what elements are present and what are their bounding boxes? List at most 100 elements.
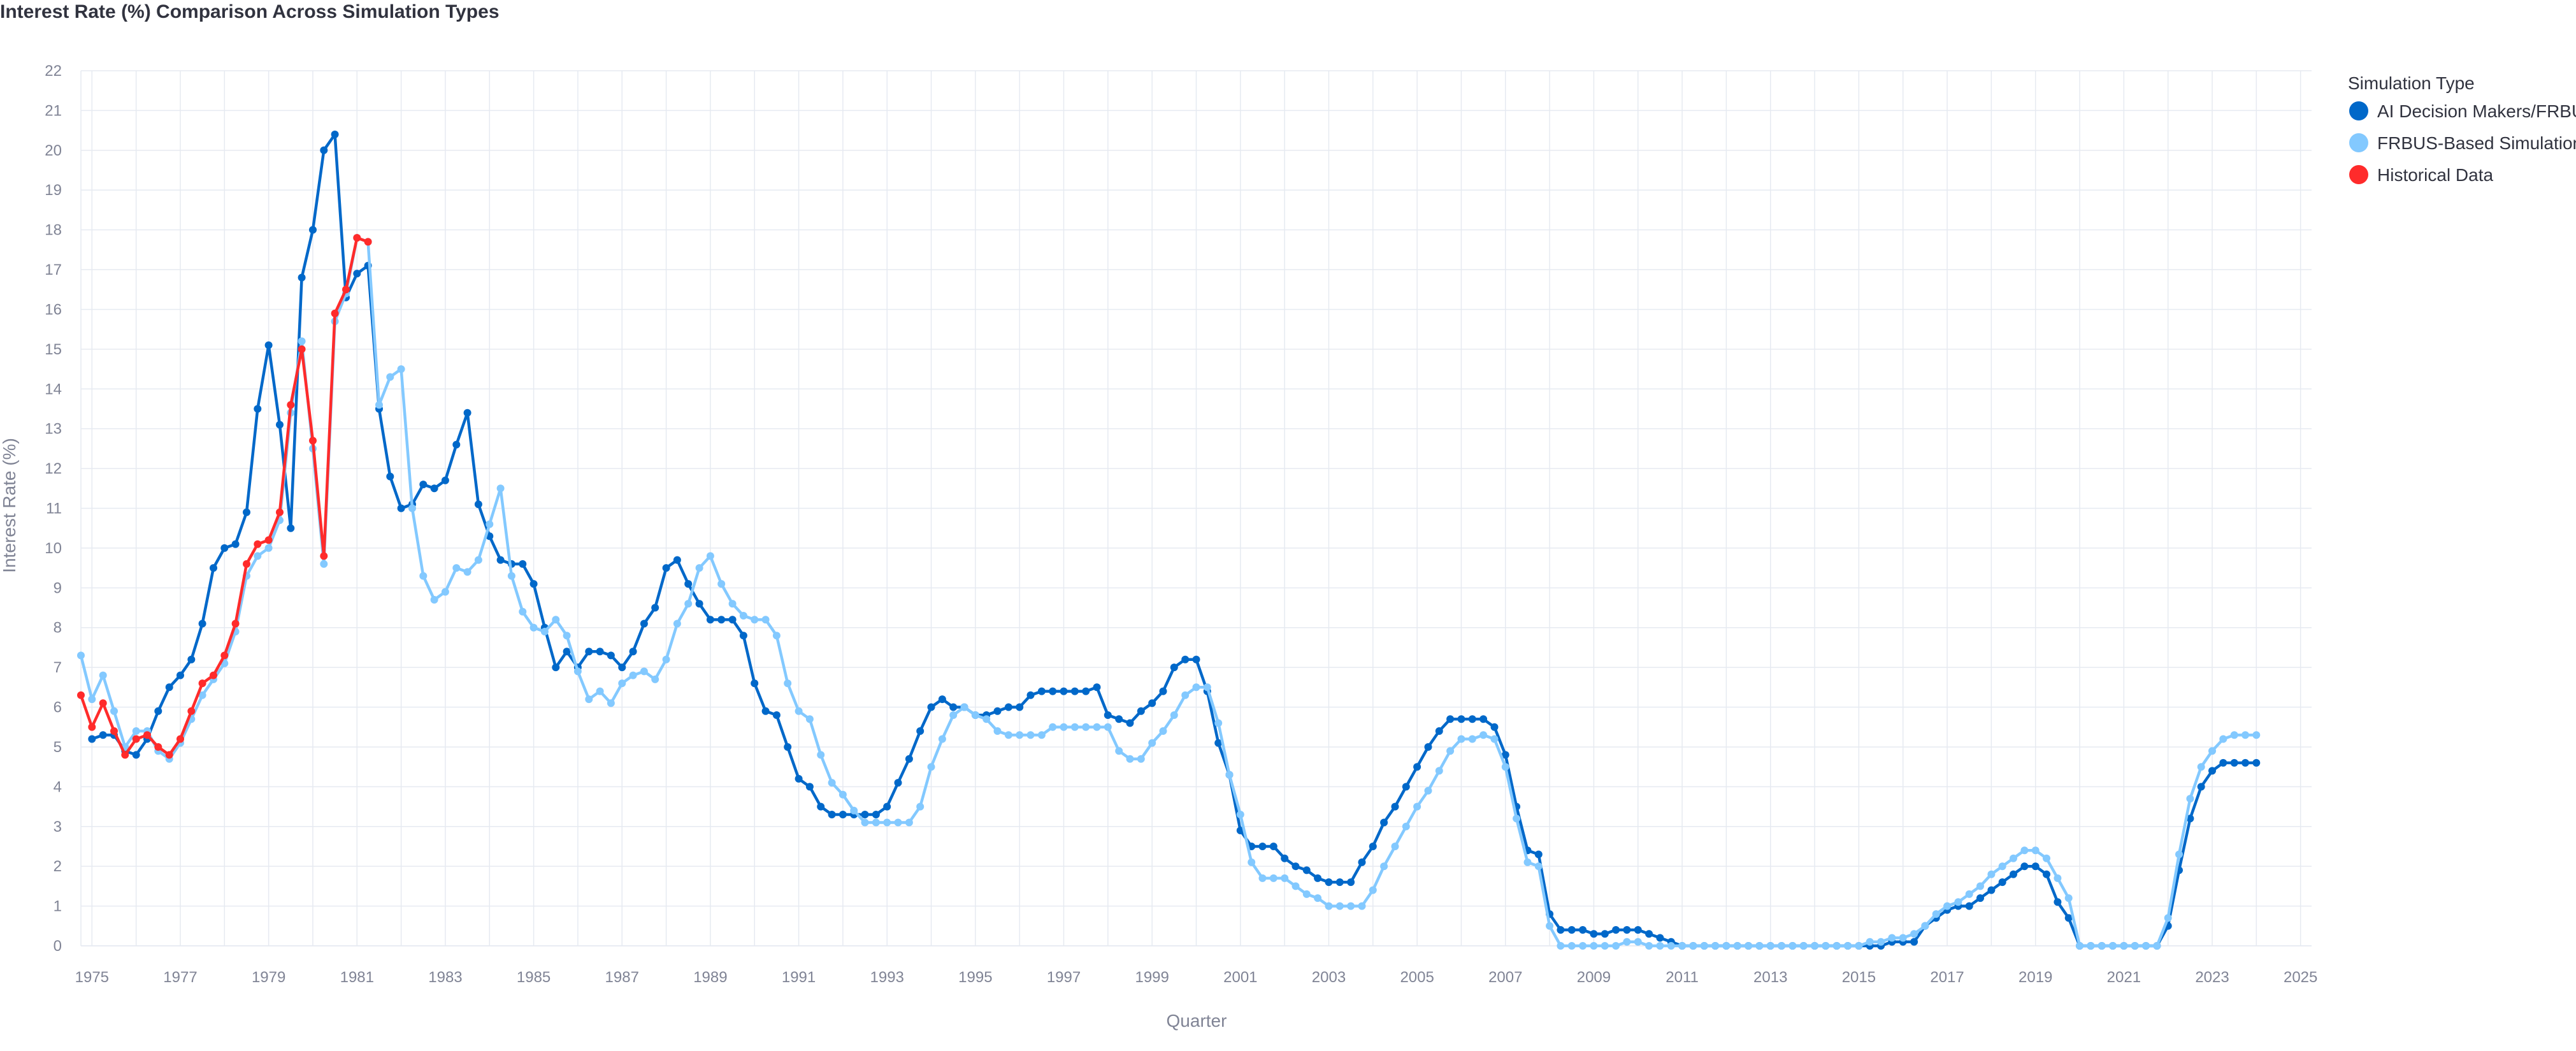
x-tick-label: 1985	[517, 969, 550, 986]
data-point	[1148, 739, 1156, 747]
data-point	[154, 707, 162, 715]
data-point	[1855, 942, 1863, 950]
data-point	[1137, 755, 1145, 763]
data-point	[784, 743, 792, 751]
data-point	[264, 536, 273, 544]
y-tick-label: 5	[54, 739, 62, 756]
legend-item[interactable]: AI Decision Makers/FRBUS	[2349, 101, 2576, 121]
data-point	[861, 811, 869, 818]
data-point	[828, 811, 836, 818]
data-point	[618, 663, 626, 672]
data-point	[1457, 735, 1465, 743]
data-point	[1258, 874, 1267, 882]
data-point	[751, 679, 759, 688]
data-point	[982, 715, 991, 723]
data-point	[1424, 743, 1432, 751]
data-point	[2031, 846, 2040, 855]
data-point	[938, 695, 946, 704]
x-axis-ticks: 1975 1977 1979 1981 1983 1985 1987 1989 1991 1993…	[75, 969, 2318, 986]
data-point	[1479, 715, 1488, 723]
y-tick-label: 3	[54, 818, 62, 836]
data-point	[993, 707, 1002, 715]
data-point	[905, 755, 913, 763]
data-point	[1579, 926, 1587, 934]
data-point	[2020, 862, 2029, 871]
data-point	[662, 655, 670, 663]
data-point	[2043, 854, 2050, 862]
y-tick-label: 20	[45, 142, 62, 159]
data-point	[1534, 850, 1543, 859]
data-point	[938, 735, 946, 743]
data-point	[2164, 914, 2172, 922]
data-point	[2252, 731, 2261, 739]
x-tick-label: 1979	[252, 969, 285, 986]
data-point	[552, 616, 560, 624]
y-tick-label: 12	[45, 460, 62, 477]
legend-label: FRBUS-Based Simulation	[2377, 133, 2576, 153]
legend-item[interactable]: Historical Data	[2349, 165, 2493, 185]
data-point	[507, 572, 515, 580]
data-point	[331, 309, 339, 317]
data-point	[474, 556, 482, 564]
data-point	[1645, 942, 1653, 950]
data-point	[176, 671, 184, 679]
data-point	[1115, 715, 1123, 723]
data-point	[1335, 878, 1344, 887]
data-point	[1513, 815, 1521, 823]
data-point	[375, 401, 383, 409]
y-axis-title: Interest Rate (%)	[0, 438, 19, 573]
data-point	[949, 703, 958, 711]
x-tick-label: 1987	[605, 969, 639, 986]
data-point	[198, 620, 206, 628]
data-point	[894, 818, 902, 827]
data-point	[298, 273, 306, 282]
data-point	[596, 687, 604, 695]
data-point	[1281, 874, 1289, 882]
data-point	[1557, 926, 1565, 934]
legend-item[interactable]: FRBUS-Based Simulation	[2349, 133, 2576, 153]
data-point	[1899, 934, 1907, 942]
data-point	[805, 715, 814, 723]
data-point	[452, 440, 461, 449]
data-point	[1225, 771, 1234, 779]
data-point	[2219, 735, 2227, 743]
x-tick-label: 2023	[2195, 969, 2229, 986]
data-point	[1766, 942, 1774, 950]
data-point	[276, 421, 284, 429]
legend-label: AI Decision Makers/FRBUS	[2377, 101, 2576, 121]
data-point	[960, 703, 968, 711]
data-point	[1579, 942, 1587, 950]
data-point	[320, 552, 328, 560]
data-point	[1468, 715, 1476, 723]
data-point	[88, 735, 96, 743]
data-point	[1269, 874, 1277, 882]
y-tick-label: 17	[45, 261, 62, 279]
data-point	[2010, 870, 2017, 878]
data-point	[77, 651, 85, 660]
data-point	[805, 783, 814, 791]
data-point	[2054, 874, 2062, 882]
data-point	[1314, 874, 1322, 882]
data-point	[320, 146, 328, 154]
data-point	[342, 286, 350, 294]
data-point	[1601, 930, 1609, 938]
data-point	[519, 607, 527, 616]
data-point	[386, 373, 394, 381]
data-point	[629, 648, 637, 656]
data-point	[1567, 926, 1576, 934]
data-point	[88, 695, 96, 704]
series-line	[79, 236, 2258, 948]
data-point	[243, 508, 250, 516]
data-point	[1004, 703, 1012, 711]
x-tick-label: 2003	[1312, 969, 1346, 986]
data-point	[1203, 683, 1211, 692]
x-tick-label: 1991	[782, 969, 816, 986]
data-point	[1446, 747, 1455, 755]
data-point	[739, 612, 747, 620]
legend-swatch	[2349, 101, 2368, 120]
data-point	[817, 802, 825, 811]
data-point	[1192, 683, 1200, 692]
data-point	[1281, 854, 1289, 862]
y-tick-label: 9	[54, 579, 62, 597]
